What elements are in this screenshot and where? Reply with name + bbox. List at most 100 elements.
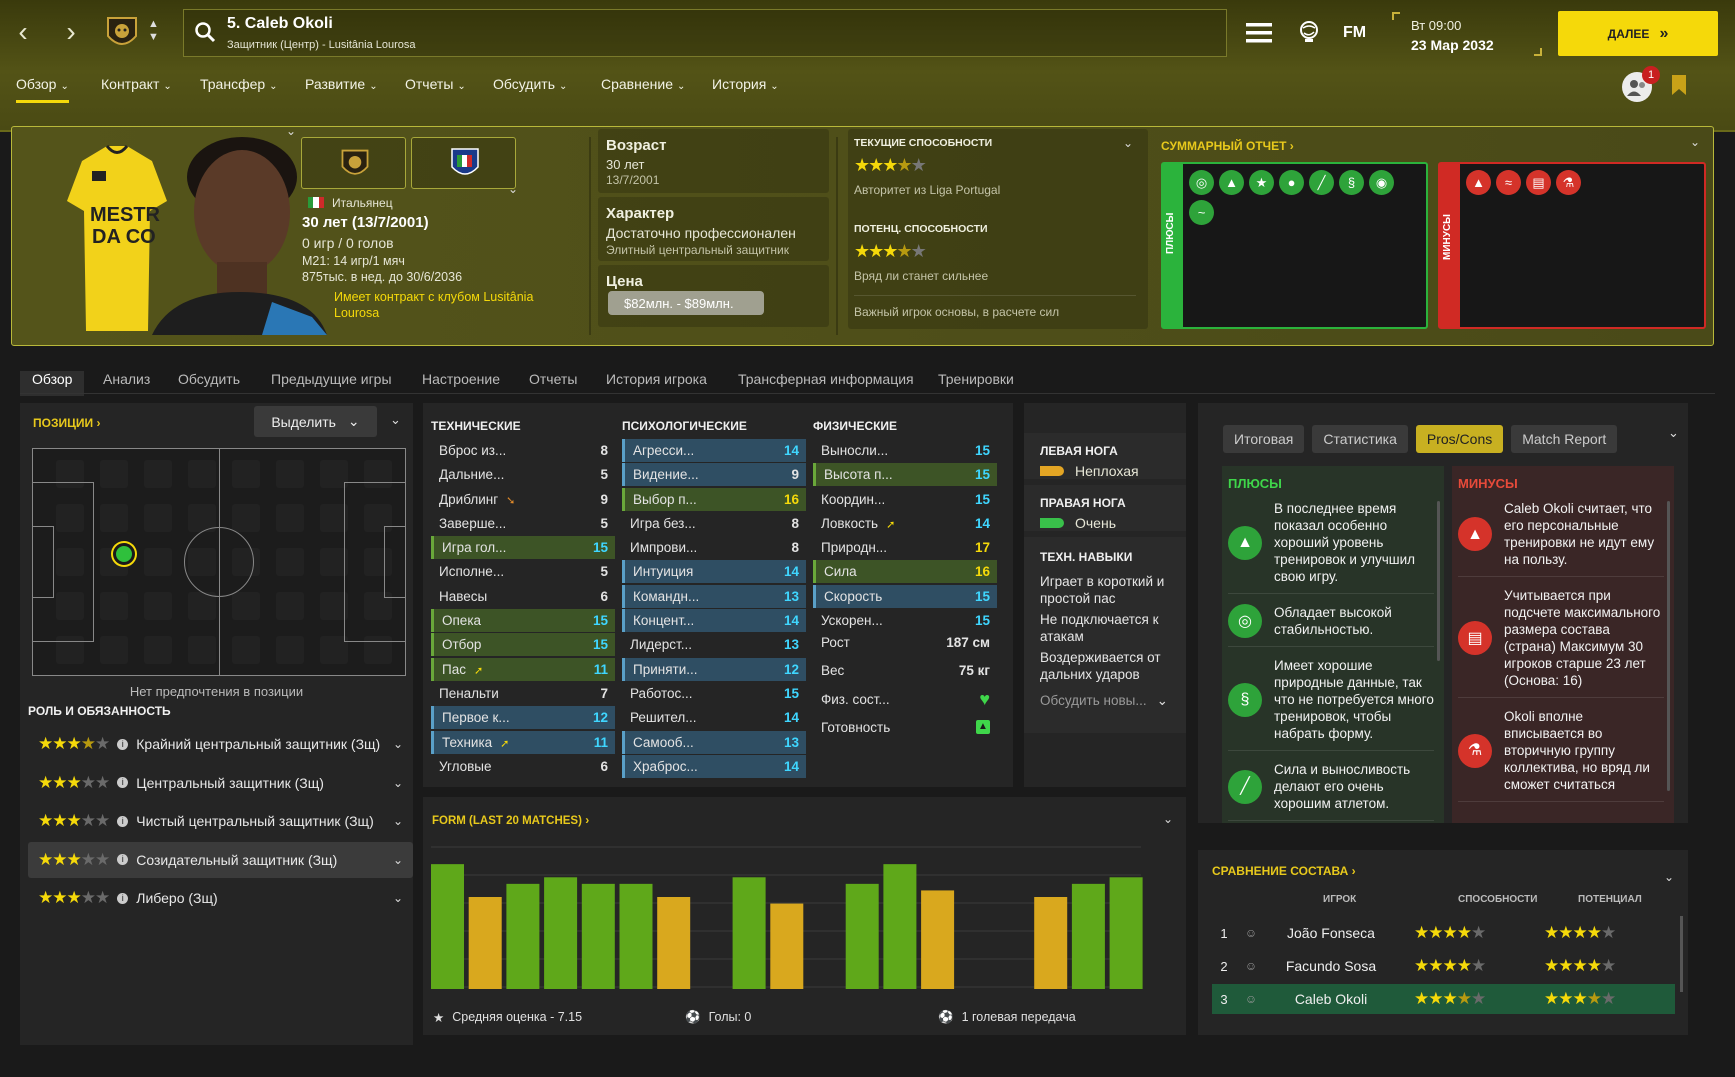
ability-chevron-icon[interactable]: ⌄ [1123, 136, 1133, 150]
attribute-row[interactable]: Храброс... 14 [622, 755, 806, 778]
attribute-row[interactable]: Ловкость ➚ 14 [813, 512, 997, 535]
attribute-row[interactable]: Угловые 6 [431, 755, 615, 778]
form-bar[interactable] [620, 884, 653, 989]
back-arrow-icon[interactable]: ‹ [8, 18, 38, 48]
bookmark-icon[interactable] [1671, 74, 1687, 101]
bandage-icon[interactable]: ╱ [1309, 170, 1334, 195]
positions-chevron-icon[interactable]: ⌄ [390, 412, 401, 428]
squad-chevron-icon[interactable]: ⌄ [1664, 870, 1674, 884]
subtab[interactable]: Предыдущие игры [271, 371, 392, 387]
info-icon[interactable]: i [117, 816, 128, 827]
form-bar[interactable] [883, 864, 916, 989]
squad-comparison-link[interactable]: СРАВНЕНИЕ СОСТАВА › [1212, 862, 1356, 880]
form-bar[interactable] [1072, 884, 1105, 989]
info-icon[interactable]: i [117, 854, 128, 865]
natural-position-marker[interactable] [113, 543, 135, 565]
summary-chevron-icon[interactable]: ⌄ [1690, 135, 1700, 149]
discuss-skills-link[interactable]: Обсудить новы... ⌄ [1040, 693, 1168, 709]
attribute-row[interactable]: Выносли... 15 [813, 439, 997, 462]
form-bar[interactable] [921, 890, 954, 989]
info-icon[interactable]: i [117, 893, 128, 904]
form-bar[interactable] [657, 897, 690, 989]
squad-row[interactable]: 1 ☺ João Fonseca ★★★★★ ★★★★★ [1212, 918, 1675, 948]
form-bar[interactable] [582, 884, 615, 989]
ball-icon[interactable]: ● [1279, 170, 1304, 195]
attribute-row[interactable]: Командн... 13 [622, 585, 806, 608]
form-bar[interactable] [1110, 877, 1143, 989]
attribute-row[interactable]: Опека 15 [431, 609, 615, 632]
club-crest-icon[interactable] [104, 14, 140, 52]
photo-options-chevron-icon[interactable]: ⌄ [286, 124, 296, 138]
club-badge-box[interactable] [301, 137, 406, 189]
report-tab[interactable]: Статистика [1312, 425, 1408, 453]
form-bar[interactable] [431, 864, 464, 989]
attribute-row[interactable]: Координ... 15 [813, 488, 997, 511]
subtab[interactable]: Обсудить [178, 371, 240, 387]
attribute-row[interactable]: Пас ➚ 11 [431, 658, 615, 681]
menu-icon[interactable] [1246, 22, 1272, 49]
attribute-row[interactable]: Концент... 14 [622, 609, 806, 632]
role-row[interactable]: ★★★★★ i Центральный защитник (Зщ) ⌄ [28, 765, 413, 801]
flask-icon[interactable]: ⚗ [1556, 170, 1581, 195]
cons-scrollbar[interactable] [1667, 501, 1670, 791]
globe-icon[interactable] [1298, 20, 1320, 49]
report-tab[interactable]: Match Report [1511, 425, 1617, 453]
contract-link[interactable]: Имеет контракт с клубом Lusitânia Louros… [334, 289, 574, 321]
player-header-search-bar[interactable]: 5. Caleb Okoli Защитник (Центр) - Lusitâ… [183, 9, 1227, 57]
fm-logo[interactable]: FM [1343, 24, 1366, 42]
info-icon[interactable]: i [117, 777, 128, 788]
role-row[interactable]: ★★★★★ i Крайний центральный защитник (Зщ) ⌄ [28, 726, 413, 762]
menu-item[interactable]: Сравнение ⌄ [601, 76, 685, 92]
subtab[interactable]: Трансферная информация [738, 371, 914, 387]
price-range[interactable]: $82млн. - $89млн. [608, 291, 764, 315]
menu-item[interactable]: Обзор ⌄ [16, 76, 69, 103]
dna-icon[interactable]: § [1339, 170, 1364, 195]
highlight-select[interactable]: Выделить ⌄ [254, 406, 377, 437]
attribute-row[interactable]: Агресси... 14 [622, 439, 806, 462]
national-team-badge-box[interactable] [411, 137, 516, 189]
player-switch-arrows-icon[interactable]: ▲ ▼ [148, 18, 159, 44]
attribute-row[interactable]: Исполне... 5 [431, 560, 615, 583]
attribute-row[interactable]: Дальние... 5 [431, 463, 615, 486]
search-icon[interactable] [194, 21, 216, 48]
form-chevron-icon[interactable]: ⌄ [1163, 812, 1173, 826]
attribute-row[interactable]: Выбор п... 16 [622, 488, 806, 511]
attribute-row[interactable]: Дриблинг ➘ 9 [431, 488, 615, 511]
attribute-row[interactable]: Природн... 17 [813, 536, 997, 559]
attribute-row[interactable]: Игра без... 8 [622, 512, 806, 535]
menu-item[interactable]: Трансфер ⌄ [200, 76, 278, 92]
squad-row[interactable]: 3 ☺ Caleb Okoli ★★★★★ ★★★★★ [1212, 984, 1675, 1014]
training-cone-icon[interactable]: ▲ [1466, 170, 1491, 195]
attribute-row[interactable]: Вброс из... 8 [431, 439, 615, 462]
trend-up-icon[interactable]: ~ [1189, 200, 1214, 225]
form-bar[interactable] [506, 884, 539, 989]
brain-icon[interactable]: ◉ [1369, 170, 1394, 195]
report-tab[interactable]: Pros/Cons [1416, 425, 1503, 453]
attribute-row[interactable]: Импрови... 8 [622, 536, 806, 559]
attribute-row[interactable]: Пенальти 7 [431, 682, 615, 705]
report-tab[interactable]: Итоговая [1223, 425, 1304, 453]
report-chevron-icon[interactable]: ⌄ [1668, 425, 1679, 441]
report-icon[interactable]: ▤ [1526, 170, 1551, 195]
star-icon[interactable]: ★ [1249, 170, 1274, 195]
attribute-row[interactable]: Приняти... 12 [622, 658, 806, 681]
role-row[interactable]: ★★★★★ i Либеро (Зщ) ⌄ [28, 880, 413, 916]
continue-button[interactable]: ДАЛЕЕ » [1558, 11, 1718, 56]
menu-item[interactable]: Отчеты ⌄ [405, 76, 466, 92]
attribute-row[interactable]: Интуиция 14 [622, 560, 806, 583]
info-icon[interactable]: i [117, 739, 128, 750]
subtab[interactable]: Отчеты [529, 371, 577, 387]
attribute-row[interactable]: Высота п... 15 [813, 463, 997, 486]
positions-link[interactable]: ПОЗИЦИИ › [33, 414, 100, 432]
attribute-row[interactable]: Навесы 6 [431, 585, 615, 608]
role-row[interactable]: ★★★★★ i Чистый центральный защитник (Зщ) ⌄ [28, 803, 413, 839]
header-chevron-icon[interactable]: ⌄ [508, 182, 518, 196]
form-bar[interactable] [733, 877, 766, 989]
attribute-row[interactable]: Работос... 15 [622, 682, 806, 705]
menu-item[interactable]: Обсудить ⌄ [493, 76, 567, 92]
target-icon[interactable]: ◎ [1189, 170, 1214, 195]
menu-item[interactable]: История ⌄ [712, 76, 779, 92]
form-bar[interactable] [469, 897, 502, 989]
attribute-row[interactable]: Игра гол... 15 [431, 536, 615, 559]
subtab[interactable]: История игрока [606, 371, 707, 387]
